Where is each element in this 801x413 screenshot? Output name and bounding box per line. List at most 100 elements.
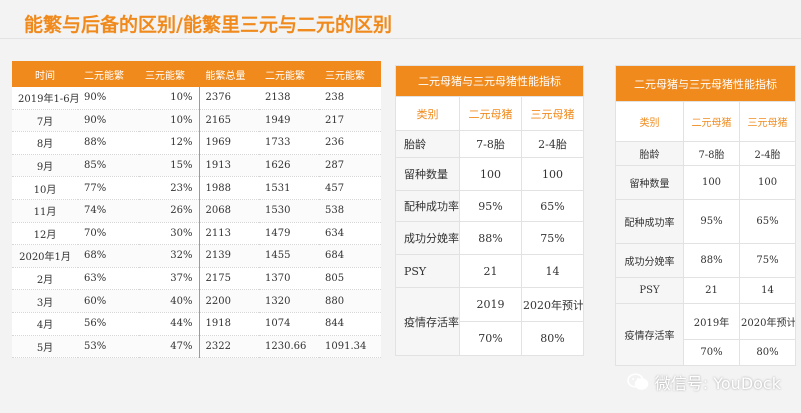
column-header-category: 类别: [395, 96, 460, 131]
cell-total: 2113: [199, 222, 259, 246]
cell-ternary-pct: 26%: [139, 199, 200, 223]
cell-ternary-pct: 30%: [139, 222, 200, 246]
cell-time: 11月: [12, 199, 78, 223]
cell-binary-pct: 56%: [78, 312, 139, 336]
row-label: 疫情存活率: [615, 303, 684, 366]
cell: 95%: [459, 190, 522, 222]
table-row: 10月 77% 23% 1988 1531 457: [12, 176, 381, 200]
cell-ternary-pct: 44%: [139, 312, 200, 336]
sow-inventory-table: 时间 二元能繁 三元能繁 能繁总量 二元能繁 三元能繁 2019年1-6月 90%…: [12, 61, 381, 359]
watermark-text: 微信号: YouDock: [654, 374, 781, 393]
column-header-binary-count: 二元能繁: [259, 61, 319, 87]
cell: 88%: [459, 221, 522, 255]
row-label: 胎龄: [615, 141, 684, 166]
cell-total: 1988: [199, 176, 259, 200]
table-row: 2020年1月 68% 32% 2139 1455 684: [12, 244, 381, 268]
cell: 2-4胎: [738, 141, 797, 166]
table-row: 11月 74% 26% 2068 1530 538: [12, 199, 381, 223]
cell-total: 2068: [199, 199, 259, 223]
cell: 95%: [683, 199, 740, 244]
cell: 100: [459, 157, 522, 191]
cell-binary-count: 1455: [259, 244, 319, 268]
column-header-ternary-sow: 三元母猪: [520, 96, 585, 131]
watermark: 微信号: YouDock: [626, 370, 781, 394]
cell-time: 9月: [12, 154, 78, 178]
cell-binary-pct: 60%: [78, 289, 139, 313]
cell-total: 2200: [199, 289, 259, 313]
cell-total: 1913: [199, 154, 259, 178]
cell-binary-pct: 68%: [78, 244, 139, 268]
cell-binary-count: 1531: [259, 176, 319, 200]
cell: 2-4胎: [520, 130, 585, 158]
cell-binary-count: 1074: [259, 312, 319, 336]
cell-time: 2020年1月: [12, 244, 78, 268]
cell-ternary-count: 1091.34: [319, 335, 381, 359]
column-header-ternary-sow: 三元母猪: [738, 101, 797, 142]
cell-time: 8月: [12, 131, 78, 155]
cell-ternary-count: 238: [319, 87, 381, 110]
cell-ternary-pct: 23%: [139, 176, 200, 200]
row-label: 配种成功率: [395, 190, 460, 222]
cell-binary-count: 1626: [259, 154, 319, 178]
cell: 21: [683, 277, 740, 304]
table-row: 12月 70% 30% 2113 1479 634: [12, 222, 381, 246]
cell: 80%: [738, 339, 797, 366]
cell: 100: [738, 165, 797, 200]
cell-total: 2376: [199, 87, 259, 110]
cell-ternary-pct: 37%: [139, 267, 200, 291]
cell-ternary-count: 457: [319, 176, 381, 200]
row-label: 成功分娩率: [395, 221, 460, 255]
cell-ternary-count: 844: [319, 312, 381, 336]
wechat-icon: [626, 373, 649, 390]
cell-binary-pct: 77%: [78, 176, 139, 200]
cell-total: 1969: [199, 131, 259, 155]
cell: 100: [683, 165, 740, 200]
cell: 2019年: [683, 303, 740, 340]
cell-ternary-count: 634: [319, 222, 381, 246]
row-label: PSY: [395, 254, 460, 288]
cell-ternary-pct: 32%: [139, 244, 200, 268]
cell-ternary-pct: 47%: [139, 335, 200, 359]
cell-ternary-pct: 10%: [139, 87, 200, 110]
cell-time: 2月: [12, 267, 78, 291]
cell: 21: [459, 254, 522, 288]
cell-ternary-count: 880: [319, 289, 381, 313]
cell-time: 3月: [12, 289, 78, 313]
column-header-binary-pct: 二元能繁: [78, 61, 139, 87]
table-row: 3月 60% 40% 2200 1320 880: [12, 289, 381, 313]
cell-binary-count: 1370: [259, 267, 319, 291]
cell: 2020年预计: [738, 303, 797, 340]
table-row: 5月 53% 47% 2322 1230.66 1091.34: [12, 335, 381, 359]
cell-ternary-count: 217: [319, 109, 381, 133]
cell-binary-count: 1479: [259, 222, 319, 246]
cell-time: 2019年1-6月: [12, 87, 78, 110]
table-row: 2019年1-6月 90% 10% 2376 2138 238: [12, 87, 381, 110]
cell: 65%: [520, 190, 585, 222]
table-row: 9月 85% 15% 1913 1626 287: [12, 154, 381, 178]
cell-ternary-pct: 40%: [139, 289, 200, 313]
cell: 14: [520, 254, 585, 288]
cell: 100: [520, 157, 585, 191]
cell-binary-pct: 53%: [78, 335, 139, 359]
page-title: 能繁与后备的区别/能繁里三元与二元的区别: [24, 14, 392, 36]
cell-ternary-pct: 10%: [139, 109, 200, 133]
cell-binary-count: 2138: [259, 87, 319, 110]
cell-ternary-pct: 12%: [139, 131, 200, 155]
column-header-total: 能繁总量: [199, 61, 259, 87]
cell-time: 5月: [12, 335, 78, 359]
cell-ternary-count: 236: [319, 131, 381, 155]
row-label: 胎龄: [395, 130, 460, 158]
sow-performance-table-a: 二元母猪与三元母猪性能指标 类别 二元母猪 三元母猪 胎龄 7-8胎 2-4胎 留种…: [394, 65, 585, 356]
cell-total: 2175: [199, 267, 259, 291]
column-header-binary-sow: 二元母猪: [683, 101, 740, 142]
row-label: 留种数量: [615, 165, 684, 200]
cell-binary-pct: 63%: [78, 267, 139, 291]
table-row: 7月 90% 10% 2165 1949 217: [12, 109, 381, 133]
cell-binary-count: 1320: [259, 289, 319, 313]
cell-ternary-count: 805: [319, 267, 381, 291]
cell-binary-pct: 88%: [78, 131, 139, 155]
cell-time: 4月: [12, 312, 78, 336]
cell-ternary-count: 287: [319, 154, 381, 178]
cell-ternary-count: 538: [319, 199, 381, 223]
cell: 2020年预计: [520, 287, 585, 322]
